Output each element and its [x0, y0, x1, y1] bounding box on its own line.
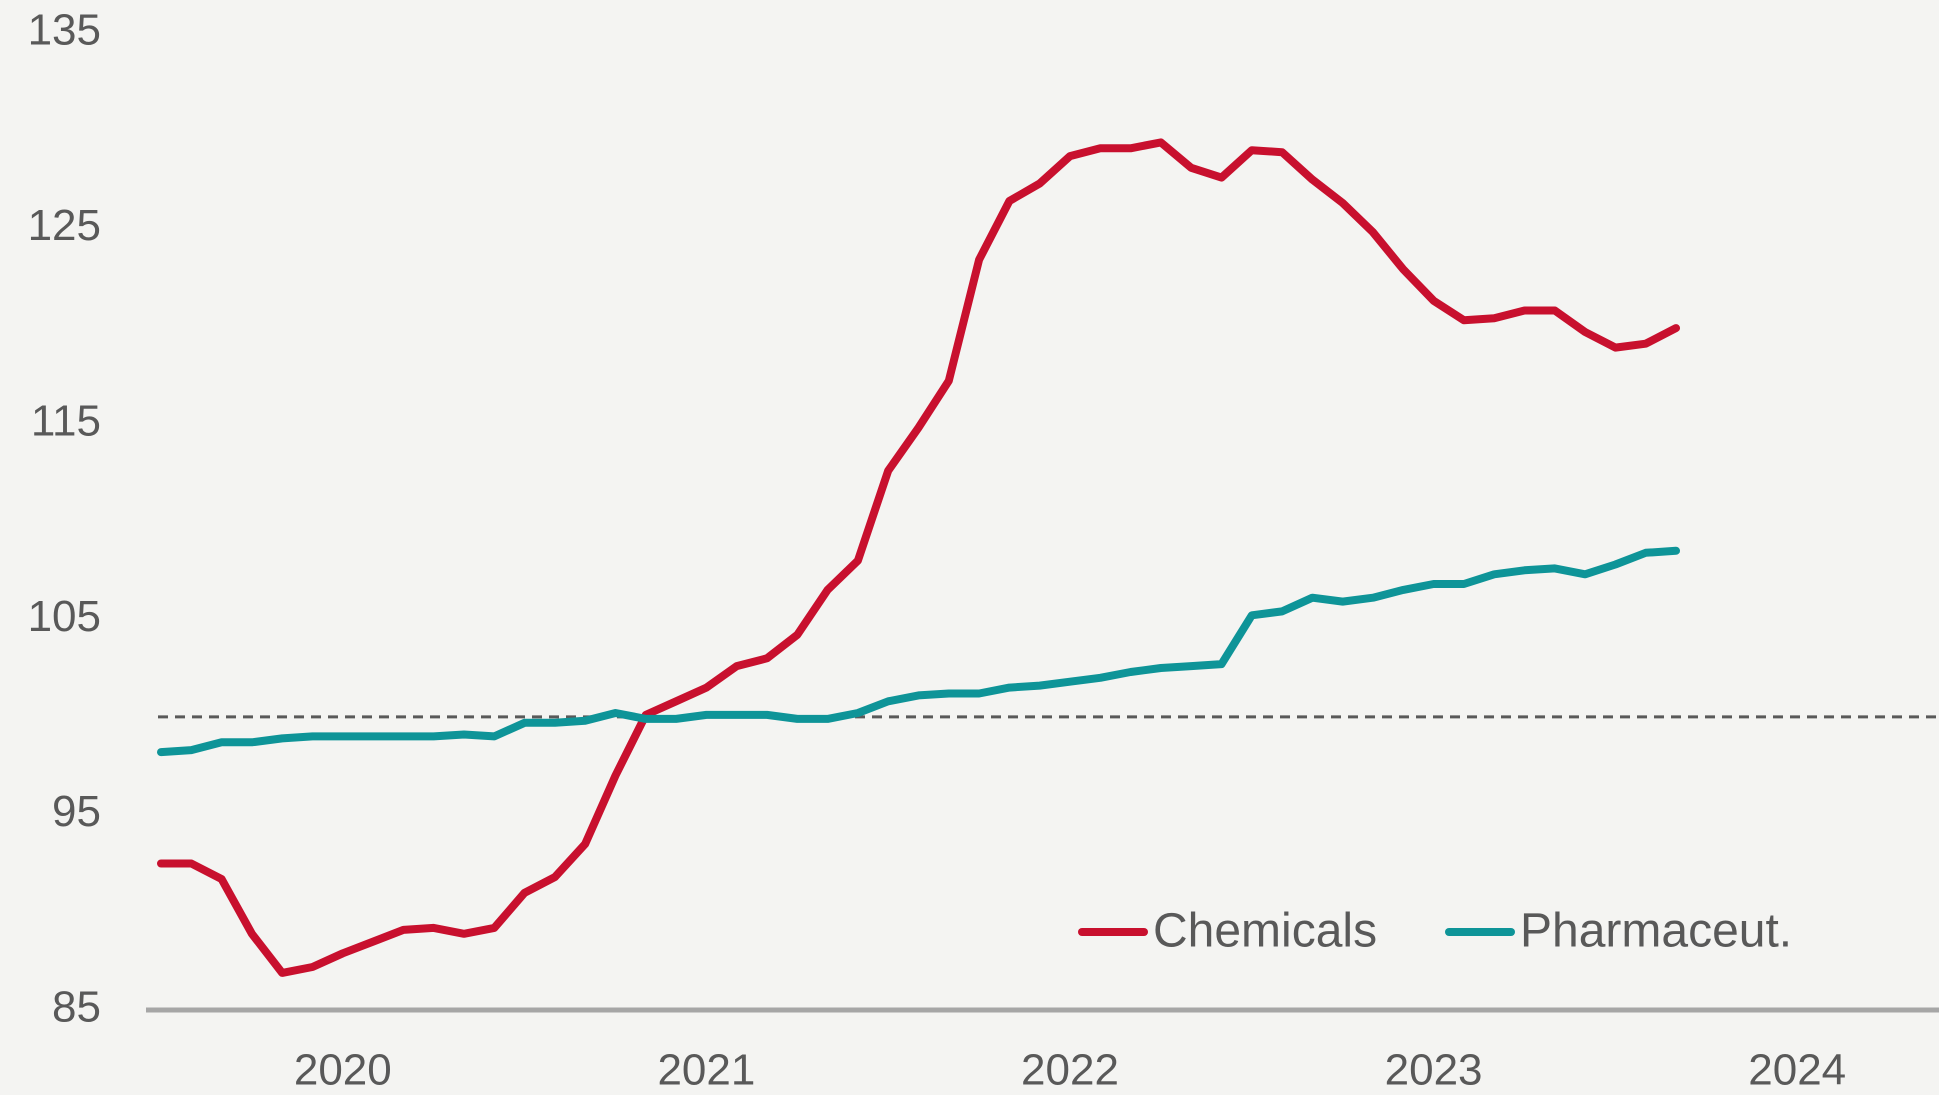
series-line — [157, 546, 1680, 757]
legend-label: Chemicals — [1153, 905, 1377, 958]
x-tick-label: 2021 — [657, 1046, 755, 1095]
series-line — [157, 138, 1680, 977]
x-tick-label: 2023 — [1385, 1046, 1483, 1095]
x-tick-label: 2022 — [1021, 1046, 1119, 1095]
y-tick-label: 105 — [28, 592, 101, 641]
y-tick-label: 95 — [52, 787, 101, 836]
x-tick-label: 2020 — [294, 1046, 392, 1095]
y-tick-label: 125 — [28, 201, 101, 250]
y-tick-label: 115 — [31, 396, 101, 445]
y-tick-label: 85 — [52, 983, 101, 1032]
x-tick-label: 2024 — [1748, 1046, 1846, 1095]
legend-label: Pharmaceut. — [1520, 905, 1792, 958]
y-tick-label: 135 — [28, 6, 101, 55]
